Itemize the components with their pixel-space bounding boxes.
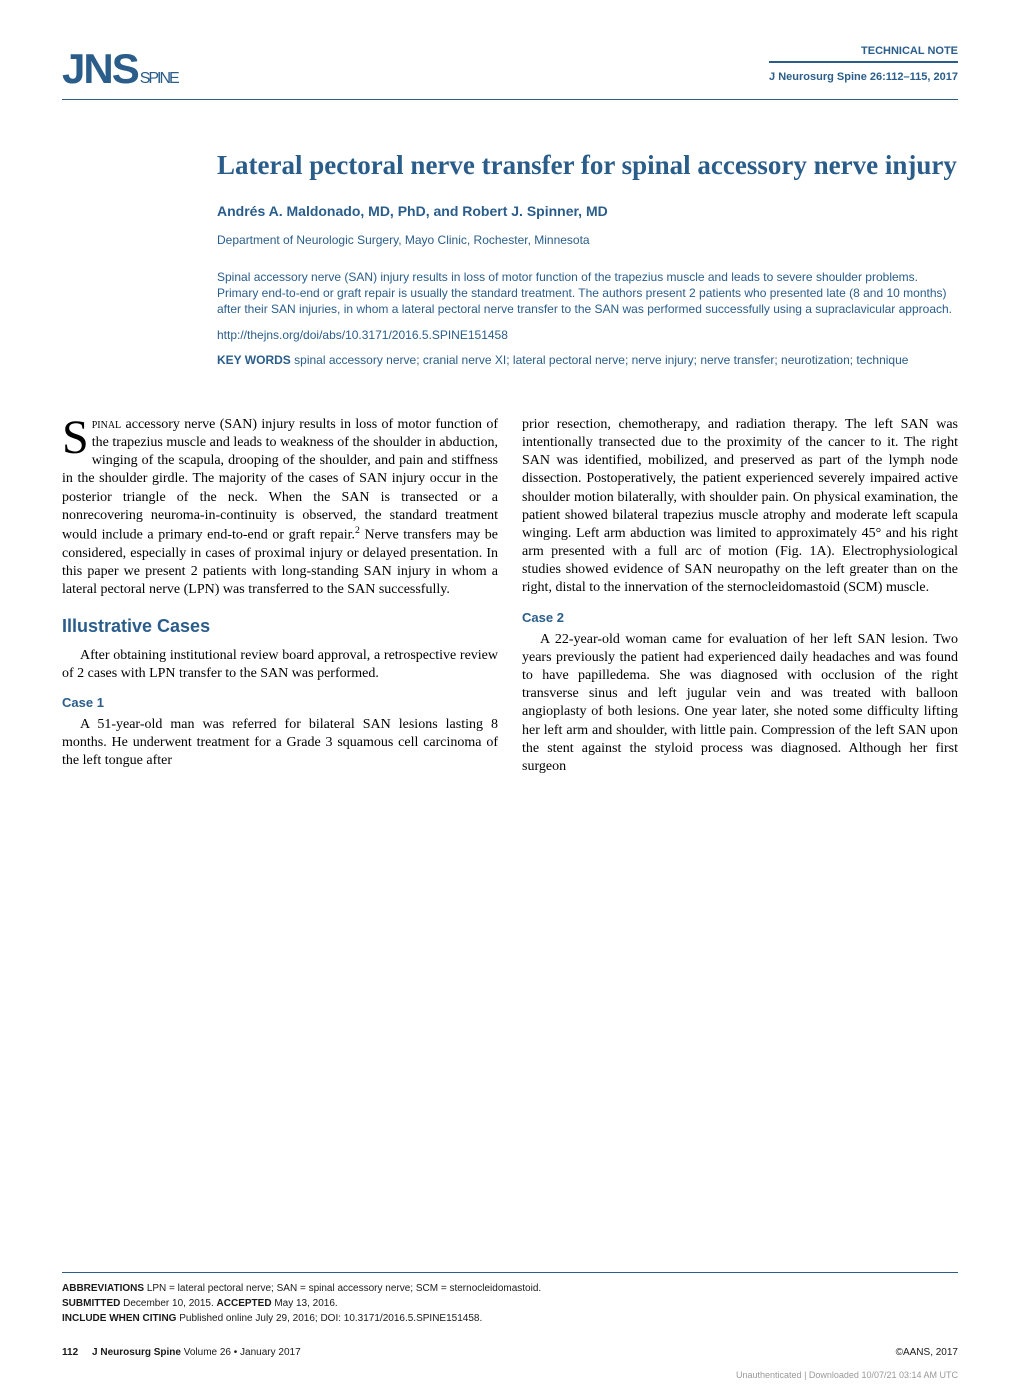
page-number: 112 (62, 1347, 78, 1358)
logo-main: JNS (62, 45, 138, 92)
abbrev-text: LPN = lateral pectoral nerve; SAN = spin… (147, 1283, 541, 1294)
accepted-label: ACCEPTED (217, 1298, 272, 1309)
citing-line: INCLUDE WHEN CITING Published online Jul… (62, 1311, 958, 1326)
journal-footer-name: J Neurosurg Spine (92, 1347, 181, 1358)
case-1-heading: Case 1 (62, 695, 498, 712)
intro-text-1: accessory nerve (SAN) injury results in … (62, 417, 498, 543)
journal-logo: JNSSPINE (62, 45, 178, 93)
affiliation: Department of Neurologic Surgery, Mayo C… (217, 233, 958, 247)
accepted-text: May 13, 2016. (274, 1298, 337, 1309)
dates-line: SUBMITTED December 10, 2015. ACCEPTED Ma… (62, 1296, 958, 1311)
case-2-text: A 22-year-old woman came for evaluation … (522, 631, 958, 777)
include-label: INCLUDE WHEN CITING (62, 1313, 176, 1324)
note-type: TECHNICAL NOTE (769, 45, 958, 57)
intro-smallcaps: pinal (92, 417, 121, 432)
citation: J Neurosurg Spine 26:112–115, 2017 (769, 71, 958, 83)
authors: Andrés A. Maldonado, MD, PhD, and Robert… (217, 203, 958, 219)
submitted-label: SUBMITTED (62, 1298, 120, 1309)
footer-meta: ABBREVIATIONS LPN = lateral pectoral ner… (62, 1281, 958, 1326)
submitted-text: December 10, 2015. (123, 1298, 214, 1309)
footer-meta-section: ABBREVIATIONS LPN = lateral pectoral ner… (62, 1272, 958, 1326)
case-1-text: A 51-year-old man was referred for bilat… (62, 716, 498, 771)
header-row: JNSSPINE TECHNICAL NOTE J Neurosurg Spin… (62, 45, 958, 93)
header-divider-1 (769, 61, 958, 63)
keywords-text: spinal accessory nerve; cranial nerve XI… (294, 353, 908, 367)
include-text: Published online July 29, 2016; DOI: 10.… (179, 1313, 482, 1324)
dropcap: S (62, 418, 89, 458)
copyright: ©AANS, 2017 (896, 1347, 958, 1358)
abstract: Spinal accessory nerve (SAN) injury resu… (217, 269, 958, 318)
case-2-heading: Case 2 (522, 610, 958, 627)
journal-footer-vol: Volume 26 • January 2017 (184, 1347, 301, 1358)
intro-paragraph: Spinal accessory nerve (SAN) injury resu… (62, 416, 498, 600)
header-divider-2 (62, 99, 958, 100)
abbreviations-line: ABBREVIATIONS LPN = lateral pectoral ner… (62, 1281, 958, 1296)
column-left: Spinal accessory nerve (SAN) injury resu… (62, 416, 498, 776)
illustrative-intro: After obtaining institutional review boa… (62, 647, 498, 683)
col2-paragraph-1: prior resection, chemotherapy, and radia… (522, 416, 958, 598)
article-title: Lateral pectoral nerve transfer for spin… (217, 150, 958, 181)
illustrative-cases-heading: Illustrative Cases (62, 615, 498, 638)
article-header-block: Lateral pectoral nerve transfer for spin… (217, 150, 958, 368)
footer-left: 112 J Neurosurg Spine Volume 26 • Januar… (62, 1347, 301, 1358)
footer-divider (62, 1272, 958, 1273)
doi-link[interactable]: http://thejns.org/doi/abs/10.3171/2016.5… (217, 328, 958, 342)
keywords-block: KEY WORDS spinal accessory nerve; crania… (217, 352, 958, 368)
watermark: Unauthenticated | Downloaded 10/07/21 03… (736, 1370, 958, 1380)
header-right: TECHNICAL NOTE J Neurosurg Spine 26:112–… (769, 45, 958, 83)
abbrev-label: ABBREVIATIONS (62, 1283, 144, 1294)
body-columns: Spinal accessory nerve (SAN) injury resu… (62, 416, 958, 776)
page-footer: 112 J Neurosurg Spine Volume 26 • Januar… (62, 1347, 958, 1358)
logo-sub: SPINE (140, 70, 178, 87)
column-right: prior resection, chemotherapy, and radia… (522, 416, 958, 776)
keywords-label: KEY WORDS (217, 353, 291, 367)
